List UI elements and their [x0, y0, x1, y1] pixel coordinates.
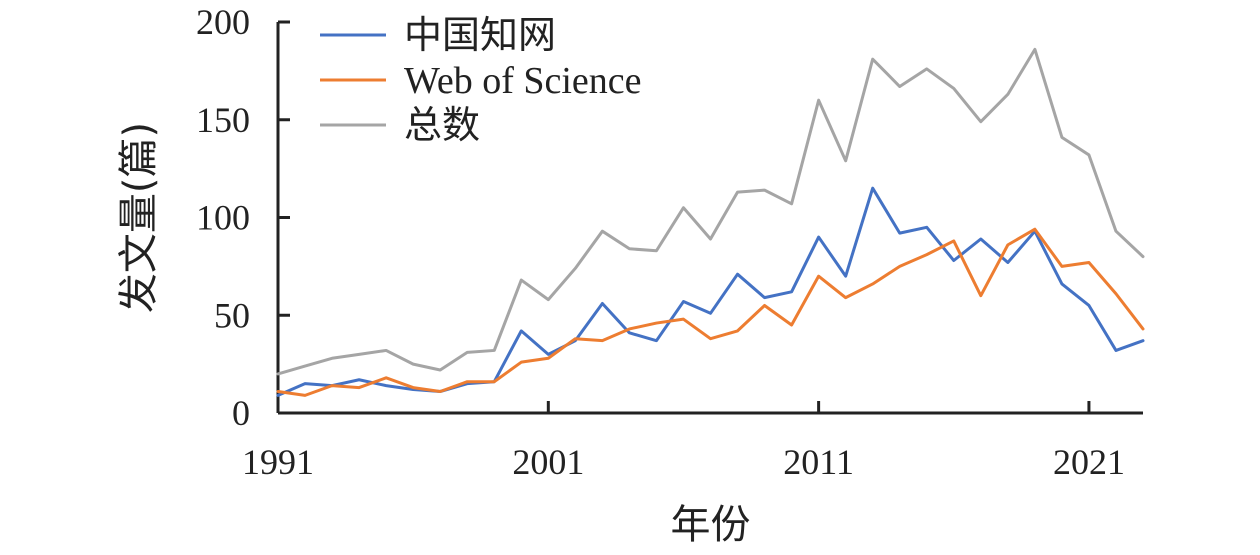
y-axis-ticks: 0 50 100 150 200: [196, 2, 290, 433]
y-tick-label: 200: [196, 2, 250, 42]
y-tick-label: 0: [232, 393, 250, 433]
x-axis-ticks: 1991 2001 2011 2021: [242, 401, 1125, 482]
series-line-1: [276, 227, 1145, 397]
x-tick-label: 2011: [783, 442, 854, 482]
y-tick-label: 50: [214, 295, 250, 335]
y-axis-title: 发文量(篇): [116, 122, 162, 313]
series-line-2: [276, 47, 1145, 376]
x-tick-label: 2001: [512, 442, 584, 482]
x-tick-label: 1991: [242, 442, 314, 482]
series-lines: [276, 47, 1145, 397]
x-tick-label: 2021: [1053, 442, 1125, 482]
legend-label-2: 总数: [404, 103, 480, 147]
x-axis-title: 年份: [671, 502, 751, 548]
y-tick-label: 100: [196, 198, 250, 238]
series-line-0: [276, 186, 1145, 397]
y-tick-label: 150: [196, 100, 250, 140]
legend-label-0: 中国知网: [404, 13, 556, 57]
legend-label-1: Web of Science: [404, 60, 642, 102]
